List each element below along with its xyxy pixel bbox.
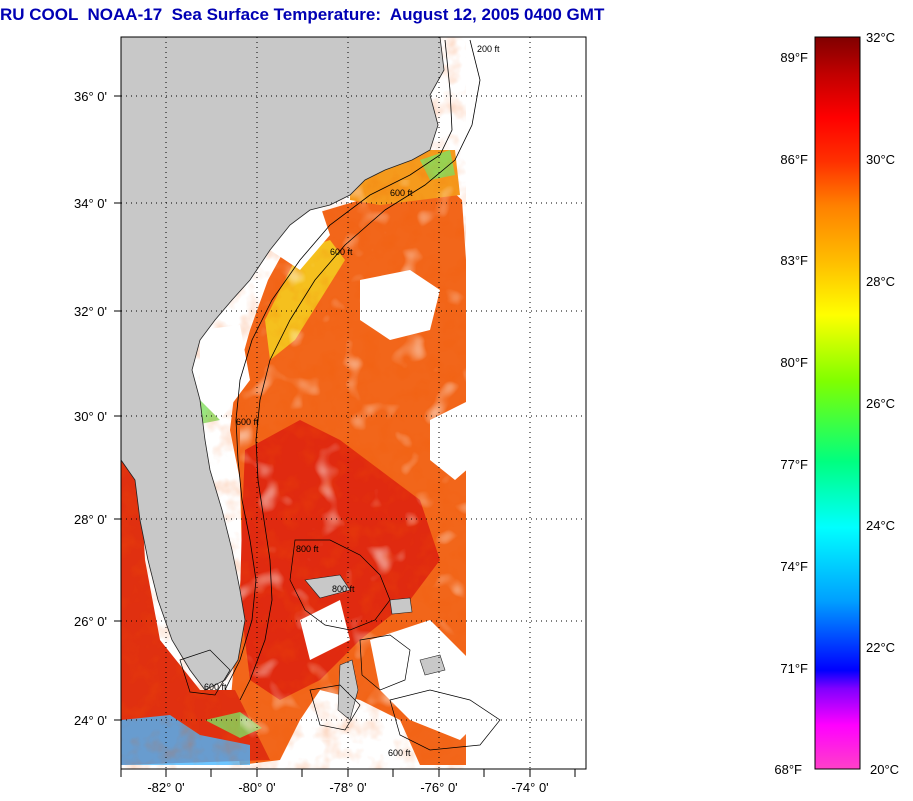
contour-label: 600 ft [330,247,353,257]
celsius-label: 22°C [866,640,895,655]
lat-label: 36° 0' [74,89,107,104]
bathymetry-contour [179,539,501,751]
map-plot-area: 200 ft 600 ft 600 ft 600 ft 800 ft 800 f… [121,37,586,769]
fahrenheit-label: 68°F [774,762,802,777]
contour-label: 600 ft [390,188,413,198]
contour-label: 600 ft [204,682,227,692]
contour-label: 600 ft [236,417,259,427]
lon-label: -82° 0' [147,780,184,795]
lat-label: 26° 0' [74,614,107,629]
contour-label: 800 ft [296,544,319,554]
fahrenheit-label: 89°F [780,50,808,65]
celsius-label: 24°C [866,518,895,533]
map-title: RU COOL NOAA-17 Sea Surface Temperature:… [0,5,605,24]
lon-label: -76° 0' [420,780,457,795]
celsius-label: 30°C [866,152,895,167]
bathymetry-contour [239,39,481,701]
contour-label: 200 ft [477,44,500,54]
land-bahamas [304,574,446,721]
lat-label: 28° 0' [74,512,107,527]
contour-label: 800 ft [332,584,355,594]
lon-label: -80° 0' [238,780,275,795]
graticule [121,37,586,769]
axis-ticks [114,95,576,777]
fahrenheit-label: 77°F [780,457,808,472]
fahrenheit-label: 80°F [780,355,808,370]
celsius-label: 26°C [866,396,895,411]
lon-label: -74° 0' [511,780,548,795]
color-scale-bar [814,36,861,770]
contour-label: 600 ft [388,748,411,758]
celsius-label: 20°C [870,762,899,777]
lat-label: 32° 0' [74,304,107,319]
lon-label: -78° 0' [329,780,366,795]
fahrenheit-label: 86°F [780,152,808,167]
map-frame [120,36,587,770]
fahrenheit-label: 74°F [780,559,808,574]
land-mainland [121,37,445,691]
celsius-label: 28°C [866,274,895,289]
fahrenheit-label: 83°F [780,253,808,268]
celsius-label: 32°C [866,30,895,45]
cloud-east [466,37,586,769]
lat-label: 30° 0' [74,409,107,424]
lat-label: 24° 0' [74,713,107,728]
fahrenheit-label: 71°F [780,661,808,676]
bathymetry-contour [224,39,453,691]
cloud-speckle [240,180,480,740]
lat-label: 34° 0' [74,196,107,211]
